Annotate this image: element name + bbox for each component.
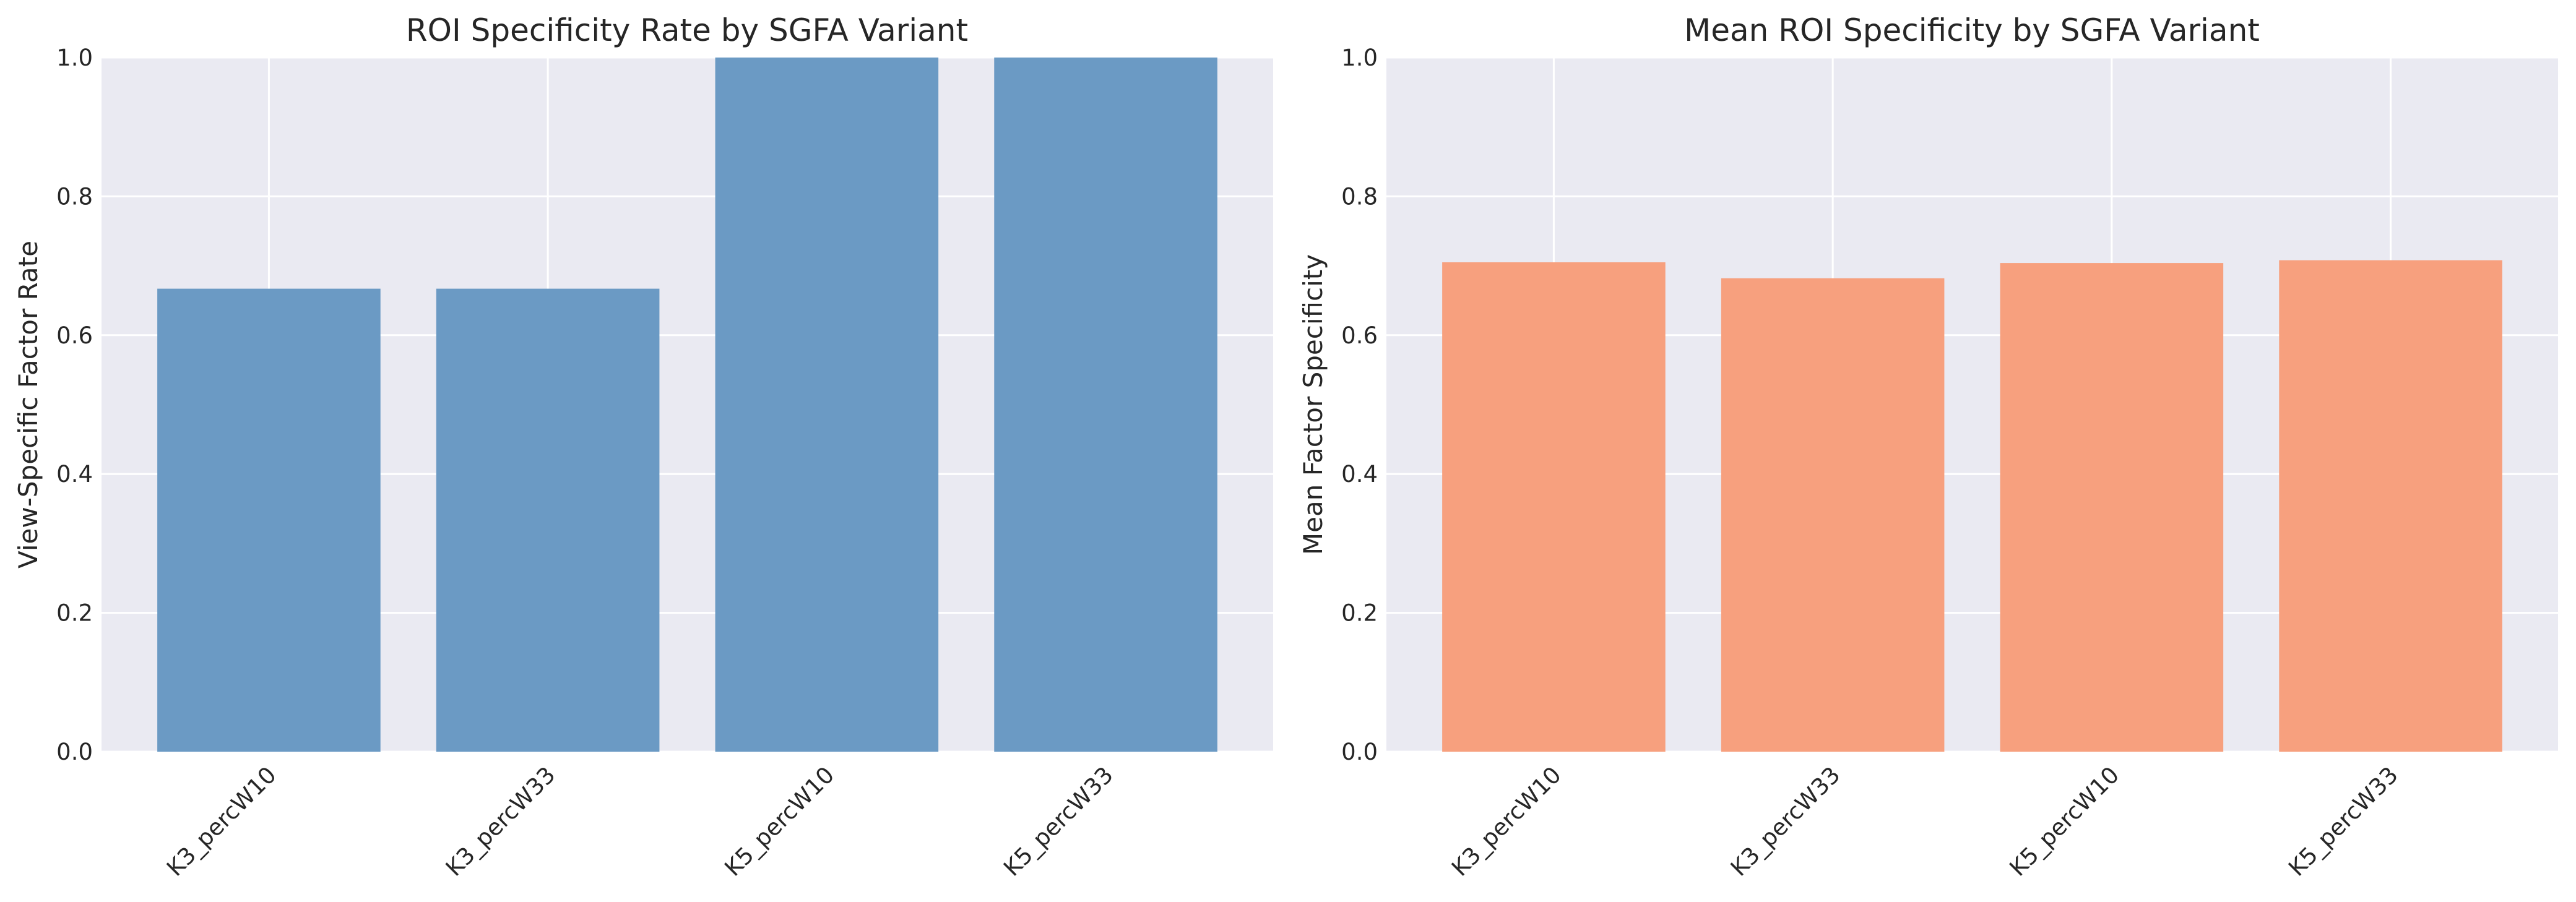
y-tick-label: 0.2 <box>56 600 93 627</box>
chart-title: Mean ROI Specificity by SGFA Variant <box>1684 12 2260 48</box>
x-tick-label: K3_percW10 <box>1446 762 1567 882</box>
y-tick-label: 0.8 <box>56 183 93 210</box>
y-tick-label: 0.0 <box>1341 739 1378 765</box>
y-tick-label: 0.4 <box>1341 461 1378 488</box>
bar-K3_percW10 <box>1442 262 1666 752</box>
chart-roi-specificity-rate: 0.00.20.40.60.81.0 K3_percW10 K3_percW33 K… <box>13 12 1273 882</box>
bars <box>157 58 1217 752</box>
y-tick-label: 0.2 <box>1341 600 1378 627</box>
x-tick-label: K5_percW10 <box>2004 762 2124 882</box>
y-tick-label: 1.0 <box>1341 45 1378 71</box>
y-axis-label: Mean Factor Specificity <box>1298 254 1328 555</box>
bar-K3_percW10 <box>157 288 381 752</box>
bar-K5_percW10 <box>715 58 939 752</box>
y-axis-label: View-Specific Factor Rate <box>13 241 43 569</box>
chart-mean-roi-specificity: 0.00.20.40.60.81.0 K3_percW10 K3_percW33 K… <box>1298 12 2558 882</box>
x-tick-labels: K3_percW10 K3_percW33 K5_percW10 K5_percW33 <box>162 762 1118 882</box>
bar-K5_percW33 <box>2279 260 2502 752</box>
chart-title: ROI Specificity Rate by SGFA Variant <box>406 12 968 48</box>
x-tick-label: K5_percW10 <box>719 762 839 882</box>
bar-K5_percW33 <box>994 58 1217 752</box>
y-tick-label: 0.4 <box>56 461 93 488</box>
x-tick-labels: K3_percW10 K3_percW33 K5_percW10 K5_percW33 <box>1446 762 2403 882</box>
x-tick-label: K3_percW33 <box>1726 762 1846 882</box>
bar-K5_percW10 <box>2000 263 2224 752</box>
y-tick-labels: 0.0 0.2 0.4 0.6 0.8 1.0 <box>56 45 93 765</box>
y-tick-labels: 0.0 0.2 0.4 0.6 0.8 1.0 <box>1341 45 1378 765</box>
y-tick-label: 0.0 <box>56 739 93 765</box>
x-tick-label: K5_percW33 <box>998 762 1118 882</box>
bar-K3_percW33 <box>436 288 660 752</box>
y-tick-label: 0.6 <box>1341 322 1378 349</box>
bars <box>1442 260 2502 752</box>
x-tick-label: K3_percW10 <box>162 762 282 882</box>
x-tick-label: K5_percW33 <box>2283 762 2403 882</box>
y-tick-label: 0.6 <box>56 322 93 349</box>
bar-K3_percW33 <box>1721 278 1945 752</box>
x-tick-label: K3_percW33 <box>441 762 561 882</box>
y-tick-label: 1.0 <box>56 45 93 71</box>
y-tick-label: 0.8 <box>1341 183 1378 210</box>
